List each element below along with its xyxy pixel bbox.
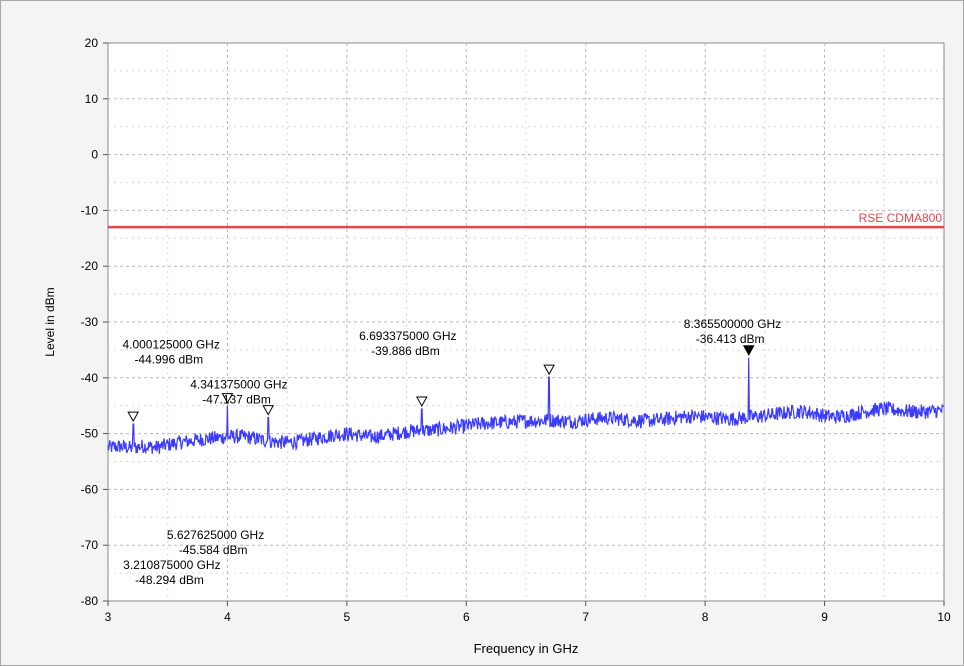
marker-frequency-label: 4.000125000 GHz (122, 338, 219, 352)
marker-level-label: -45.584 dBm (179, 543, 248, 557)
marker-level-label: -39.886 dBm (371, 344, 440, 358)
x-tick-label: 8 (702, 610, 709, 624)
x-tick-label: 6 (463, 610, 470, 624)
y-tick-label: -20 (81, 259, 99, 273)
markers: 3.210875000 GHz-48.294 dBm 4.000125000 GH… (122, 317, 781, 587)
marker-triangle (742, 345, 755, 356)
y-axis-label: Level in dBm (43, 287, 57, 356)
marker-frequency-label: 3.210875000 GHz (123, 558, 220, 572)
marker-frequency-label: 5.627625000 GHz (167, 528, 264, 542)
limit-line-group: RSE CDMA800 (108, 211, 944, 229)
x-tick-label: 4 (224, 610, 231, 624)
x-tick-label: 7 (582, 610, 589, 624)
marker-triangle (415, 396, 428, 407)
x-axis-label: Frequency in GHz (474, 641, 579, 656)
y-tick-label: 0 (91, 148, 98, 162)
grid (108, 43, 944, 601)
marker-level-label: -48.294 dBm (135, 573, 204, 587)
y-tick-label: -40 (81, 371, 99, 385)
axis-ticks: 3 4 5 6 7 8 9 10 20 10 0 -10 -20 -30 -40 -50 -60 -70 -80 (81, 36, 951, 624)
marker-triangle (262, 405, 275, 416)
marker-frequency-label: 8.365500000 GHz (684, 317, 781, 331)
y-tick-label: -10 (81, 203, 99, 217)
x-tick-label: 10 (937, 610, 951, 624)
y-tick-label: -60 (81, 482, 99, 496)
marker-triangle (221, 393, 234, 404)
trace-group (107, 357, 945, 455)
y-tick-label: -30 (81, 315, 99, 329)
y-tick-label: 20 (85, 36, 99, 50)
marker-triangle (127, 411, 140, 423)
trace-line (107, 357, 945, 455)
marker-level-label: -36.413 dBm (696, 332, 765, 346)
marker-triangle (543, 364, 555, 376)
y-tick-label: -50 (81, 427, 99, 441)
marker-level-label: -44.996 dBm (134, 353, 203, 367)
x-tick-label: 9 (821, 610, 828, 624)
y-tick-label: -70 (81, 538, 99, 552)
x-tick-label: 3 (105, 610, 112, 624)
marker-frequency-label: 6.693375000 GHz (359, 329, 456, 343)
y-tick-label: 10 (85, 92, 99, 106)
x-tick-label: 5 (344, 610, 351, 624)
y-tick-label: -80 (81, 594, 99, 608)
marker-level-label: -47.137 dBm (202, 393, 271, 407)
marker-frequency-label: 4.341375000 GHz (190, 378, 287, 392)
limit-line-label: RSE CDMA800 (859, 211, 943, 225)
